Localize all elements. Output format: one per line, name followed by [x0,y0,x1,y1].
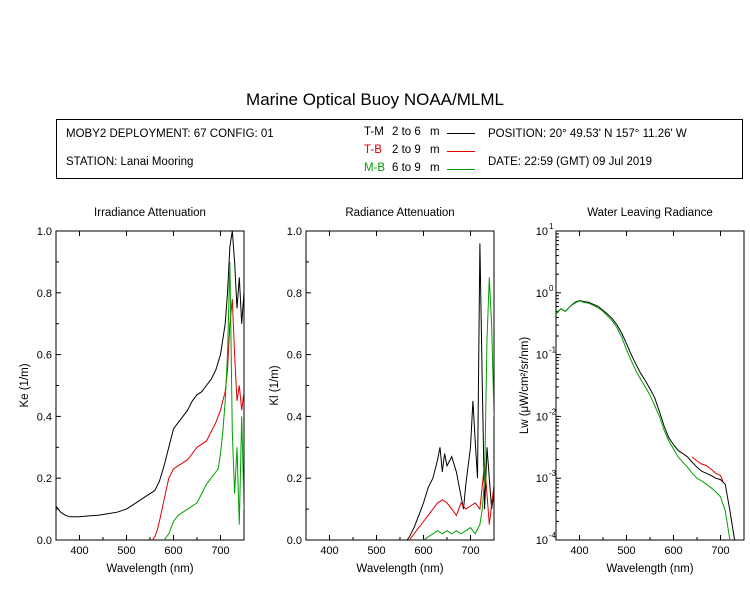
y-tick-label: 10 [536,535,548,547]
y-tick-label: 10 [536,226,548,238]
series-line-tm [406,243,494,540]
station-text: STATION: Lanai Mooring [66,156,194,168]
chart-frame-1 [305,230,495,541]
y-tick-label: 0.8 [37,288,52,300]
x-tick-label: 500 [617,545,635,557]
y-axis-label: Kl (1/m) [269,365,281,405]
chart-title-2: Water Leaving Radiance [587,207,713,219]
y-tick-exponent: -2 [549,407,557,416]
y-tick-label: 10 [536,411,548,423]
info-box [56,119,743,179]
series-line-tm [556,299,736,540]
y-tick-label: 0.0 [37,535,52,547]
x-tick-label: 700 [461,545,479,557]
y-tick-label: 0.4 [37,411,52,423]
legend-line-mb [447,169,475,170]
series-line-mb [423,277,494,540]
y-tick-label: 0.8 [287,288,302,300]
x-tick-label: 500 [367,545,385,557]
y-tick-label: 0.2 [287,473,302,485]
x-tick-label: 600 [414,545,432,557]
y-tick-label: 0.6 [287,350,302,362]
series-line-tm [56,231,244,518]
chart-title-0: Irradiance Attenuation [94,207,206,219]
y-tick-label: 10 [536,473,548,485]
x-tick-label: 700 [711,545,729,557]
x-axis-label: Wavelength (nm) [106,563,193,575]
y-tick-label: 10 [536,350,548,362]
page-title: Marine Optical Buoy NOAA/MLML [246,90,504,109]
y-tick-exponent: -3 [549,469,557,478]
y-tick-exponent: -1 [549,346,557,355]
x-tick-label: 500 [117,545,135,557]
x-tick-label: 600 [664,545,682,557]
chart-title-1: Radiance Attenuation [345,207,454,219]
deployment-text: MOBY2 DEPLOYMENT: 67 CONFIG: 01 [66,128,274,140]
legend-unit-mb: m [430,162,440,174]
y-tick-label: 0.0 [287,535,302,547]
legend-unit-tb: m [430,144,440,156]
series-line-mb [556,300,731,540]
x-tick-label: 600 [164,545,182,557]
legend-code-tb: T-B [364,144,382,156]
legend-line-tm [447,133,475,134]
x-tick-label: 700 [211,545,229,557]
x-axis-label: Wavelength (nm) [606,563,693,575]
y-tick-exponent: -4 [549,531,557,540]
x-tick-label: 400 [570,545,588,557]
x-tick-label: 400 [320,545,338,557]
legend-unit-tm: m [430,126,440,138]
y-tick-label: 1.0 [287,226,302,238]
y-axis-label: Ke (1/m) [19,363,31,407]
legend-code-tm: T-M [364,126,384,138]
legend-range-mb: 6 to 9 [392,162,421,174]
x-axis-label: Wavelength (nm) [356,563,443,575]
date-text: DATE: 22:59 (GMT) 09 Jul 2019 [488,156,653,168]
y-tick-label: 1.0 [37,226,52,238]
y-axis-label: Lw (μW/cm²/sr/nm) [519,337,531,435]
y-tick-label: 0.2 [37,473,52,485]
legend-code-mb: M-B [364,162,386,174]
y-tick-label: 10 [536,288,548,300]
chart-frame-2 [555,230,745,541]
series-line-tb [691,456,724,482]
series-line-tb [151,298,244,540]
x-tick-label: 400 [70,545,88,557]
legend-range-tm: 2 to 6 [392,126,421,138]
position-text: POSITION: 20° 49.53' N 157° 11.26' W [488,128,687,140]
y-tick-exponent: 1 [549,222,554,231]
series-line-tb [409,462,494,540]
y-tick-exponent: 0 [549,284,554,293]
legend-range-tb: 2 to 9 [392,144,421,156]
series-line-mb [163,261,244,540]
y-tick-label: 0.4 [287,411,302,423]
legend-line-tb [447,151,475,152]
y-tick-label: 0.6 [37,350,52,362]
